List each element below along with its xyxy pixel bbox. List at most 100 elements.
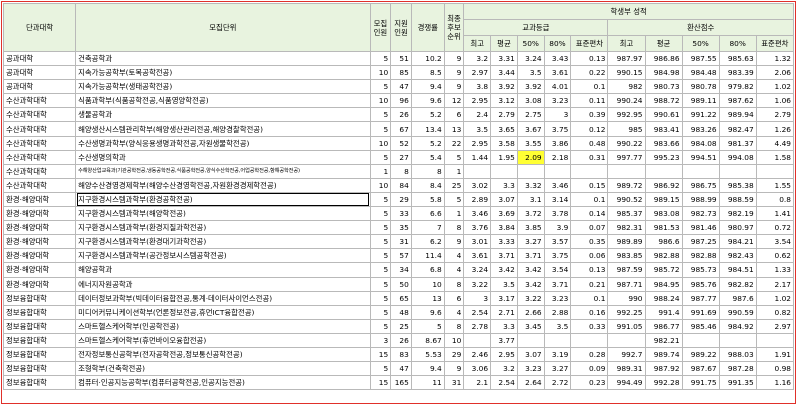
cell-college[interactable]: 정보융합대학 — [2, 346, 77, 363]
cell-grade-avg[interactable]: 3.92 — [490, 79, 518, 95]
cell-competition[interactable]: 9.6 — [410, 93, 445, 109]
cell-final-rank[interactable]: 12 — [443, 93, 465, 109]
cell-grade-std[interactable]: 0.07 — [570, 220, 609, 236]
cell-score-max[interactable]: 990.24 — [607, 93, 646, 109]
cell-score-std[interactable]: 1.91 — [755, 346, 795, 363]
cell-recruit[interactable]: 15 — [369, 346, 392, 363]
cell-grade-max[interactable]: 3.01 — [463, 234, 492, 250]
cell-score-50[interactable]: 982.88 — [681, 248, 720, 264]
cell-score-80[interactable]: 982.47 — [718, 121, 757, 137]
cell-final-rank[interactable]: 1 — [443, 206, 465, 222]
cell-score-80[interactable]: 981.37 — [718, 135, 757, 151]
cell-grade-50[interactable]: 2.64 — [516, 375, 545, 391]
cell-score-avg[interactable]: 986.77 — [644, 318, 683, 334]
cell-score-80[interactable]: 988.03 — [718, 346, 757, 363]
cell-score-std[interactable]: 2.06 — [755, 65, 795, 81]
cell-score-50[interactable]: 994.51 — [681, 149, 720, 165]
cell-grade-50[interactable]: 3.85 — [516, 220, 545, 236]
cell-college[interactable]: 수산과학대학 — [2, 93, 77, 109]
cell-grade-avg[interactable]: 3.71 — [490, 248, 518, 264]
cell-college[interactable]: 공과대학 — [2, 50, 77, 67]
cell-grade-50[interactable]: 2.75 — [516, 107, 545, 123]
cell-grade-avg[interactable]: 3.69 — [490, 206, 518, 222]
cell-unit[interactable]: 지구환경시스템과학부(환경대기과학전공) — [75, 234, 371, 250]
cell-score-max[interactable] — [607, 163, 646, 179]
cell-applicants[interactable]: 47 — [390, 79, 412, 95]
cell-competition[interactable]: 5.8 — [410, 191, 445, 208]
cell-unit[interactable]: 지구환경시스템과학부(해양학전공) — [75, 206, 371, 222]
cell-grade-max[interactable]: 3.61 — [463, 248, 492, 264]
cell-score-std[interactable]: 1.33 — [755, 262, 795, 278]
cell-competition[interactable]: 7 — [410, 220, 445, 236]
cell-score-std[interactable]: 1.02 — [755, 290, 795, 306]
cell-grade-std[interactable]: 0.21 — [570, 276, 609, 292]
cell-score-avg[interactable]: 980.73 — [644, 79, 683, 95]
cell-unit[interactable]: 지속가능공학부(토목공학전공) — [75, 65, 371, 81]
cell-applicants[interactable]: 47 — [390, 361, 412, 377]
cell-applicants[interactable]: 50 — [390, 276, 412, 292]
cell-applicants[interactable]: 83 — [390, 346, 412, 363]
cell-recruit[interactable]: 5 — [369, 220, 392, 236]
cell-grade-avg[interactable]: 2.71 — [490, 304, 518, 320]
cell-college[interactable]: 환경·해양대학 — [2, 248, 77, 264]
header-grade-50[interactable]: 50% — [516, 35, 545, 52]
cell-score-80[interactable]: 983.39 — [718, 65, 757, 81]
cell-score-80[interactable]: 994.08 — [718, 149, 757, 165]
cell-competition[interactable]: 8.5 — [410, 65, 445, 81]
cell-grade-max[interactable]: 2.95 — [463, 135, 492, 151]
cell-grade-80[interactable]: 3.14 — [543, 191, 572, 208]
cell-score-avg[interactable]: 995.23 — [644, 149, 683, 165]
cell-applicants[interactable]: 26 — [390, 332, 412, 348]
cell-grade-std[interactable]: 0.15 — [570, 177, 609, 193]
cell-grade-max[interactable]: 3.06 — [463, 361, 492, 377]
cell-recruit[interactable]: 5 — [369, 149, 392, 165]
cell-grade-50[interactable]: 3.45 — [516, 318, 545, 334]
cell-grade-avg[interactable]: 3.2 — [490, 361, 518, 377]
cell-score-std[interactable]: 2.97 — [755, 318, 795, 334]
cell-unit[interactable]: 스마트헬스케어학부(휴먼바이오융합전공) — [75, 332, 371, 348]
cell-score-std[interactable] — [755, 163, 795, 179]
cell-grade-avg[interactable]: 2.54 — [490, 375, 518, 391]
cell-college[interactable]: 공과대학 — [2, 79, 77, 95]
cell-score-max[interactable]: 994.49 — [607, 375, 646, 391]
cell-score-max[interactable]: 987.59 — [607, 262, 646, 278]
cell-competition[interactable]: 6.8 — [410, 262, 445, 278]
cell-recruit[interactable]: 15 — [369, 375, 392, 391]
cell-grade-max[interactable]: 2.1 — [463, 375, 492, 391]
cell-score-avg[interactable]: 981.53 — [644, 220, 683, 236]
cell-unit[interactable]: 해양생산시스템관리학부(해양생산관리전공,해양경찰학전공) — [75, 121, 371, 137]
cell-unit[interactable]: 생물공학과 — [75, 107, 371, 123]
cell-grade-max[interactable]: 3.2 — [463, 50, 492, 67]
cell-score-avg[interactable]: 984.98 — [644, 65, 683, 81]
cell-recruit[interactable]: 5 — [369, 318, 392, 334]
cell-score-avg[interactable]: 990.61 — [644, 107, 683, 123]
cell-recruit[interactable]: 5 — [369, 121, 392, 137]
cell-unit[interactable]: 수산생명의학과 — [75, 149, 371, 165]
cell-score-50[interactable] — [681, 332, 720, 348]
cell-applicants[interactable]: 33 — [390, 206, 412, 222]
cell-recruit[interactable]: 5 — [369, 262, 392, 278]
header-student-grade[interactable]: 학생부 성적 — [463, 3, 794, 20]
cell-recruit[interactable]: 5 — [369, 276, 392, 292]
cell-recruit[interactable]: 10 — [369, 135, 392, 151]
cell-grade-80[interactable]: 3.23 — [543, 93, 572, 109]
cell-final-rank[interactable]: 25 — [443, 177, 465, 193]
cell-applicants[interactable]: 35 — [390, 220, 412, 236]
cell-grade-50[interactable]: 3.42 — [516, 276, 545, 292]
cell-grade-avg[interactable]: 3.12 — [490, 93, 518, 109]
cell-score-50[interactable]: 986.75 — [681, 177, 720, 193]
cell-score-max[interactable]: 992.7 — [607, 346, 646, 363]
cell-grade-std[interactable]: 0.13 — [570, 262, 609, 278]
cell-grade-avg[interactable]: 2.95 — [490, 346, 518, 363]
cell-competition[interactable]: 13 — [410, 290, 445, 306]
cell-score-std[interactable]: 1.41 — [755, 206, 795, 222]
cell-recruit[interactable]: 5 — [369, 50, 392, 67]
cell-score-80[interactable]: 979.82 — [718, 79, 757, 95]
cell-grade-50[interactable]: 3.32 — [516, 177, 545, 193]
cell-score-std[interactable]: 1.26 — [755, 121, 795, 137]
cell-score-max[interactable]: 990 — [607, 290, 646, 306]
cell-competition[interactable]: 6.6 — [410, 206, 445, 222]
cell-grade-std[interactable]: 0.48 — [570, 135, 609, 151]
cell-competition[interactable]: 10 — [410, 276, 445, 292]
cell-score-std[interactable]: 1.32 — [755, 50, 795, 67]
